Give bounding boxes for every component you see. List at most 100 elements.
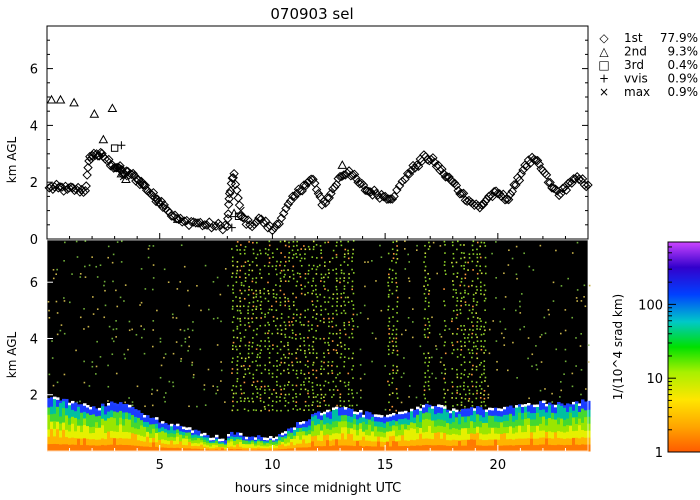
backscatter-cell	[62, 407, 66, 416]
noise-pixel	[495, 340, 498, 342]
noise-pixel	[332, 332, 335, 335]
noise-pixel	[164, 400, 166, 403]
noise-pixel	[336, 241, 338, 244]
backscatter-cell	[485, 445, 489, 452]
backscatter-cell	[530, 425, 534, 433]
noise-pixel	[423, 261, 425, 263]
noise-pixel	[391, 352, 394, 354]
cloud-edge-cell	[509, 405, 513, 409]
backscatter-cell	[224, 448, 228, 451]
noise-pixel	[220, 380, 222, 382]
noise-pixel	[311, 385, 314, 388]
backscatter-cell	[320, 440, 324, 447]
noise-pixel	[327, 372, 330, 375]
backscatter-cell	[485, 428, 489, 435]
backscatter-cell	[212, 447, 216, 450]
backscatter-cell	[104, 444, 108, 452]
backscatter-cell	[410, 439, 414, 446]
noise-pixel	[280, 409, 282, 412]
noise-pixel	[395, 341, 397, 343]
backscatter-cell	[197, 440, 201, 444]
backscatter-cell	[278, 446, 282, 450]
backscatter-cell	[581, 422, 585, 431]
data-point-plus	[117, 141, 126, 150]
noise-pixel	[279, 301, 282, 304]
noise-pixel	[311, 256, 314, 258]
backscatter-cell	[368, 424, 372, 431]
noise-pixel	[475, 365, 478, 368]
noise-pixel	[52, 268, 55, 271]
backscatter-cell	[218, 443, 222, 446]
backscatter-cell	[362, 446, 366, 452]
noise-pixel	[440, 336, 443, 338]
backscatter-cell	[524, 444, 528, 452]
data-point-diamond	[568, 174, 579, 184]
backscatter-cell	[314, 424, 318, 431]
backscatter-cell	[263, 438, 267, 442]
noise-pixel	[352, 304, 355, 306]
cloud-edge-cell	[434, 405, 438, 409]
backscatter-cell	[158, 424, 162, 429]
noise-pixel	[328, 321, 331, 323]
noise-pixel	[451, 320, 453, 323]
backscatter-cell	[113, 437, 117, 445]
noise-pixel	[291, 384, 294, 387]
backscatter-cell	[449, 412, 453, 419]
noise-pixel	[216, 276, 219, 279]
noise-pixel	[464, 301, 467, 303]
cloud-edge-cell	[197, 430, 201, 434]
noise-pixel	[307, 269, 310, 272]
backscatter-cell	[191, 445, 195, 449]
backscatter-cell	[353, 440, 357, 447]
data-point-diamond	[191, 218, 201, 228]
backscatter-cell	[383, 432, 387, 438]
backscatter-cell	[158, 439, 162, 444]
noise-pixel	[364, 261, 366, 263]
noise-pixel	[280, 341, 282, 343]
backscatter-cell	[539, 409, 543, 417]
backscatter-cell	[98, 421, 102, 428]
noise-pixel	[360, 389, 362, 392]
noise-pixel	[459, 284, 462, 287]
backscatter-cell	[269, 449, 273, 452]
noise-pixel	[48, 316, 51, 319]
noise-pixel	[428, 321, 430, 323]
backscatter-cell	[524, 425, 528, 433]
noise-pixel	[388, 273, 390, 276]
backscatter-cell	[536, 418, 540, 426]
noise-pixel	[319, 245, 322, 247]
noise-pixel	[300, 372, 302, 375]
backscatter-cell	[119, 444, 123, 452]
backscatter-cell	[347, 433, 351, 440]
noise-pixel	[307, 324, 310, 327]
noise-pixel	[283, 276, 285, 278]
backscatter-cell	[332, 420, 336, 428]
noise-pixel	[424, 252, 427, 255]
data-point-diamond	[209, 221, 219, 231]
noise-pixel	[315, 376, 318, 379]
noise-pixel	[304, 285, 306, 288]
backscatter-cell	[482, 439, 486, 446]
backscatter-cell	[275, 445, 279, 448]
noise-pixel	[412, 321, 414, 323]
noise-pixel	[343, 261, 346, 263]
noise-pixel	[460, 364, 463, 366]
backscatter-cell	[389, 415, 393, 422]
noise-pixel	[396, 320, 399, 323]
backscatter-cell	[395, 425, 399, 432]
backscatter-cell	[221, 444, 225, 447]
noise-pixel	[312, 341, 315, 343]
backscatter-cell	[359, 417, 363, 424]
noise-pixel	[456, 385, 459, 388]
noise-pixel	[328, 261, 331, 263]
noise-pixel	[387, 325, 390, 327]
noise-pixel	[296, 313, 298, 316]
noise-pixel	[247, 321, 250, 324]
backscatter-cell	[542, 409, 546, 417]
noise-pixel	[99, 264, 102, 267]
backscatter-cell	[350, 410, 354, 417]
noise-pixel	[395, 240, 398, 243]
backscatter-cell	[584, 402, 588, 411]
noise-pixel	[288, 336, 291, 338]
